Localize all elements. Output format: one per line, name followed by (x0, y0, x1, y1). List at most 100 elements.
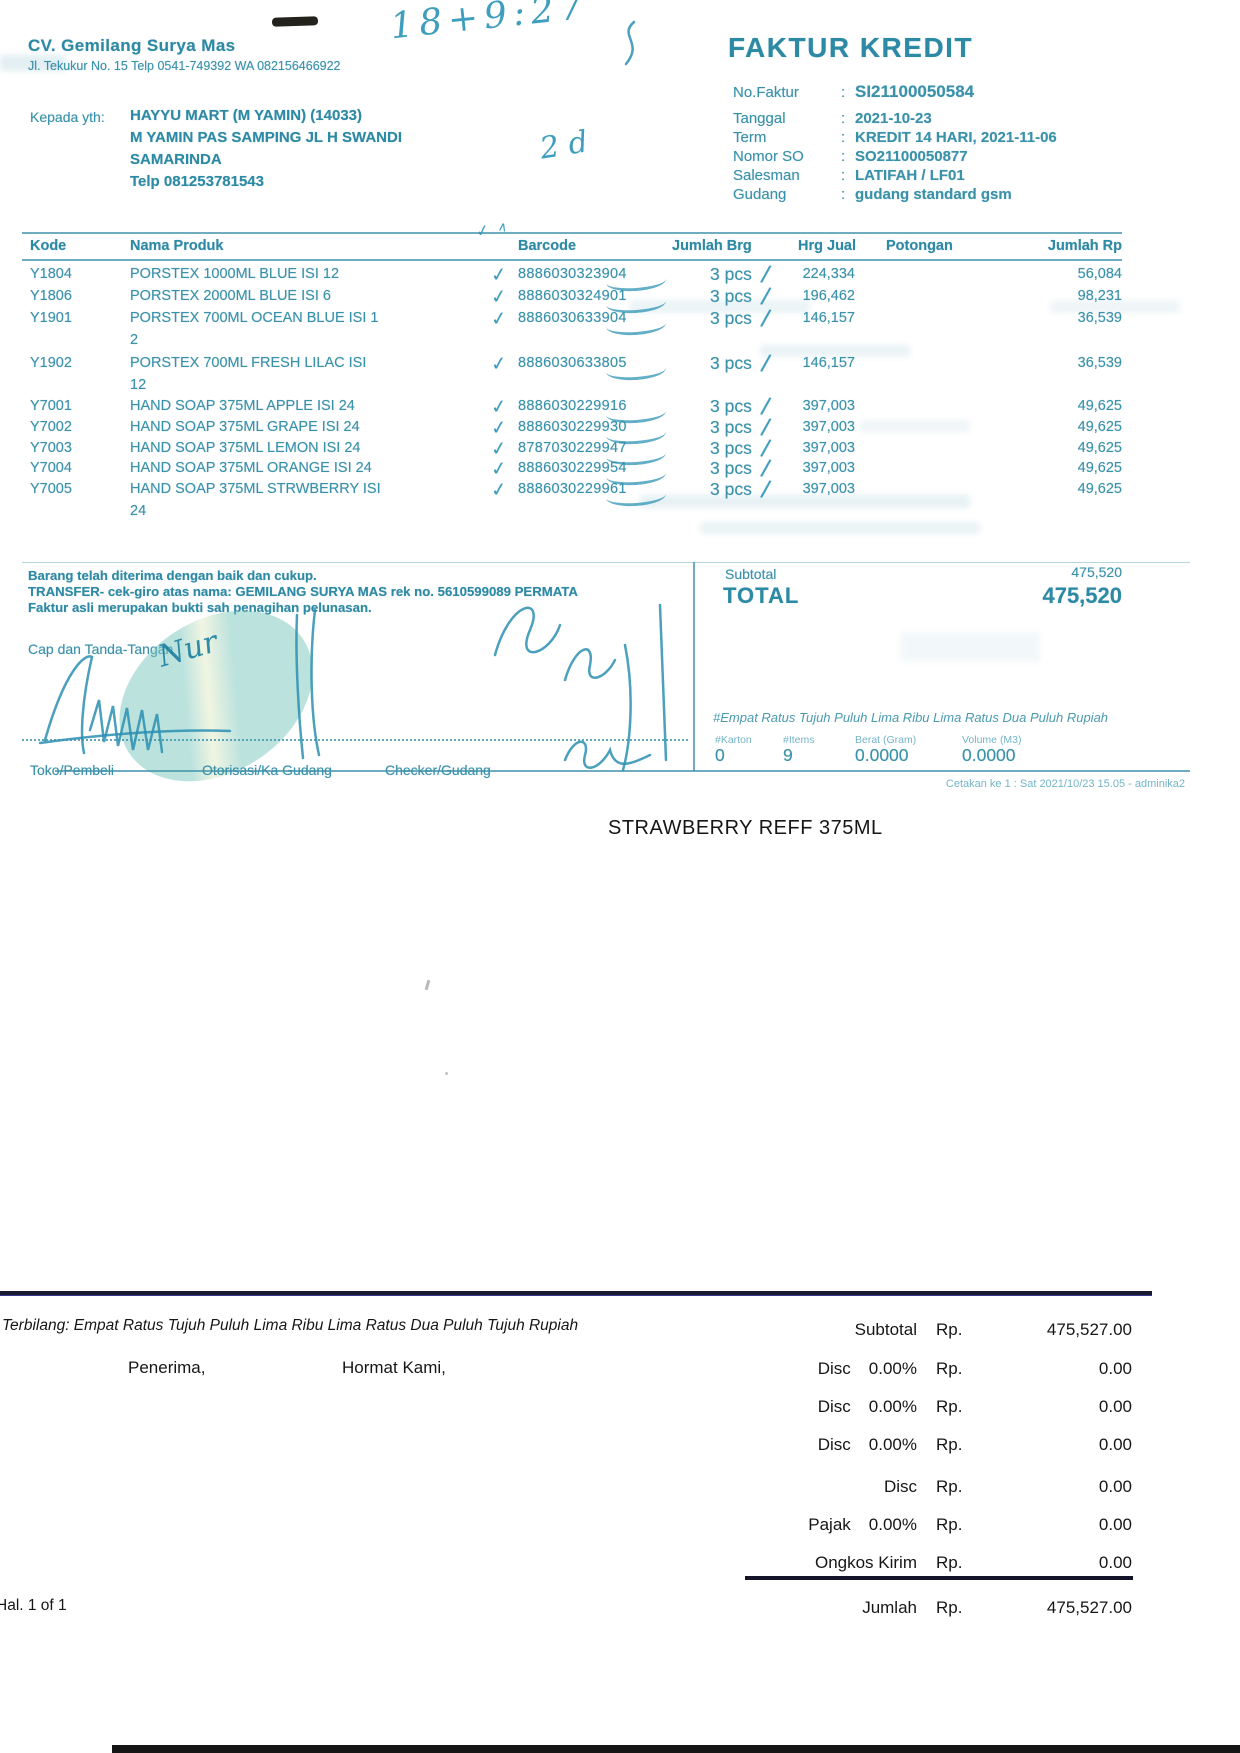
meta-label: Nomor SO (733, 148, 804, 165)
meta-value: SI21100050584 (855, 82, 975, 101)
col-header-kode: Kode (30, 238, 67, 254)
product-qty: 3 pcs (710, 438, 752, 458)
meta-colon: : (841, 167, 846, 184)
product-qty: 3 pcs (710, 396, 752, 416)
currency-label: Rp. (936, 1515, 963, 1534)
paper-speck (424, 979, 431, 991)
meta-label: No.Faktur (733, 84, 799, 101)
meta-value: KREDIT 14 HARI, 2021-11-06 (855, 129, 1057, 146)
product-code: Y7003 (30, 440, 72, 456)
page-number-label: Hal. 1 of 1 (0, 1597, 67, 1614)
meta-value: LATIFAH / LF01 (855, 167, 965, 184)
stat-label: Volume (M3) (962, 734, 1022, 746)
product-name: PORSTEX 700ML OCEAN BLUE ISI 1 (130, 310, 379, 326)
meta-label: Gudang (733, 186, 787, 203)
signature-yusran (563, 740, 652, 769)
handwritten-check-icon: ✓ (489, 478, 509, 503)
product-amount: 49,625 (1077, 440, 1122, 456)
signature-checker (493, 603, 668, 772)
product-price: 146,157 (802, 355, 855, 371)
scan-subtotal-value: 475,520 (1071, 564, 1122, 580)
product-barcode: 8886030323904 (518, 266, 627, 282)
recipient-line: SAMARINDA (130, 151, 222, 168)
product-qty: 3 pcs (710, 417, 752, 437)
ink-bleed-smudge (1050, 300, 1180, 313)
black-ink-mark (271, 16, 319, 27)
table-row: Y7004 HAND SOAP 375ML ORANGE ISI 24 ✓ 88860… (0, 455, 1240, 488)
totals-row-pct: 0.00% (868, 1515, 917, 1534)
product-code: Y7002 (30, 419, 72, 435)
totals-row-label: Disc (817, 1359, 851, 1378)
stat-label: #Items (783, 734, 815, 746)
meta-row: No.Faktur: SI21100050584 (733, 82, 974, 102)
ink-bleed-smudge (860, 420, 970, 432)
col-header-price: Hrg Jual (798, 238, 857, 254)
product-name: PORSTEX 1000ML BLUE ISI 12 (130, 266, 340, 282)
product-barcode: 8886030633805 (518, 355, 627, 371)
product-name: HAND SOAP 375ML STRWBERRY ISI (130, 481, 381, 497)
product-amount: 49,625 (1077, 460, 1122, 476)
jumlah-amount: 475,527.00 (1046, 1598, 1132, 1617)
print-info: Cetakan ke 1 : Sat 2021/10/23 15.05 - ad… (945, 778, 1185, 790)
totals-row-label: Disc (817, 1397, 851, 1416)
product-name-line2: 2 (130, 331, 139, 348)
meta-label: Salesman (733, 167, 800, 184)
product-price: 397,003 (802, 440, 855, 456)
totals-row-label: Pajak (808, 1515, 851, 1534)
table-rule (22, 259, 1122, 261)
meta-label: Term (733, 129, 767, 146)
company-name: CV. Gemilang Surya Mas (28, 36, 236, 55)
product-amount: 56,084 (1077, 266, 1122, 282)
meta-colon: : (841, 186, 846, 203)
handwritten-scribble (624, 20, 636, 66)
product-qty: 3 pcs (710, 308, 752, 328)
totals-row-amount: 475,527.00 (1046, 1320, 1132, 1339)
product-price: 397,003 (802, 460, 855, 476)
product-code: Y1804 (30, 266, 72, 282)
product-name: PORSTEX 2000ML BLUE ISI 6 (130, 288, 331, 304)
currency-label: Rp. (936, 1477, 963, 1496)
note-line: TRANSFER- cek-giro atas nama: GEMILANG S… (28, 584, 578, 599)
product-price: 397,003 (802, 419, 855, 435)
scan-edge-bar (112, 1745, 1240, 1753)
ink-bleed-smudge (700, 522, 980, 534)
amount-in-words: #Empat Ratus Tujuh Puluh Lima Ribu Lima … (713, 710, 1109, 725)
signature-strokes (295, 608, 321, 760)
ink-bleed-smudge (640, 495, 970, 508)
meta-colon: : (841, 84, 846, 101)
product-qty: 3 pcs (710, 264, 752, 284)
stat-value: 9 (783, 745, 793, 765)
currency-label: Rp. (936, 1598, 963, 1617)
meta-value: gudang standard gsm (855, 186, 1012, 203)
product-name: HAND SOAP 375ML APPLE ISI 24 (130, 398, 355, 414)
table-row: Y7002 HAND SOAP 375ML GRAPE ISI 24 ✓ 888603… (0, 414, 1240, 447)
ink-bleed-smudge (630, 300, 810, 313)
section-rule (22, 562, 1190, 563)
product-name: HAND SOAP 375ML ORANGE ISI 24 (130, 460, 372, 476)
handwritten-side-note: 2 d (537, 124, 591, 167)
product-amount: 49,625 (1077, 419, 1122, 435)
hormat-kami-label: Hormat Kami, (342, 1358, 446, 1377)
totals-row-label: Disc (883, 1477, 917, 1496)
totals-row-amount: 0.00 (1098, 1397, 1132, 1416)
currency-label: Rp. (936, 1320, 963, 1339)
col-header-barcode: Barcode (518, 238, 577, 254)
meta-row: Term: KREDIT 14 HARI, 2021-11-06 (733, 129, 1057, 146)
totals-row-amount: 0.00 (1098, 1477, 1132, 1496)
recipient-line: Telp 081253781543 (130, 173, 264, 190)
product-code: Y1806 (30, 288, 72, 304)
totals-row-label: Subtotal (854, 1320, 917, 1339)
table-row: Y1806 PORSTEX 2000ML BLUE ISI 6 ✓ 888603032… (0, 283, 1240, 316)
col-header-amount: Jumlah Rp (1047, 238, 1122, 254)
scan-total-label: TOTAL (723, 583, 800, 608)
product-qty: 3 pcs (710, 479, 752, 499)
product-code: Y7005 (30, 481, 72, 497)
totals-row-amount: 0.00 (1098, 1515, 1132, 1534)
meta-colon: : (841, 129, 846, 146)
product-barcode: 8886030633904 (518, 310, 627, 326)
product-name-line2: 24 (130, 502, 147, 519)
table-row: Y1804 PORSTEX 1000ML BLUE ISI 12 ✓ 88860303… (0, 261, 1240, 294)
currency-label: Rp. (936, 1397, 963, 1416)
product-amount: 49,625 (1077, 398, 1122, 414)
